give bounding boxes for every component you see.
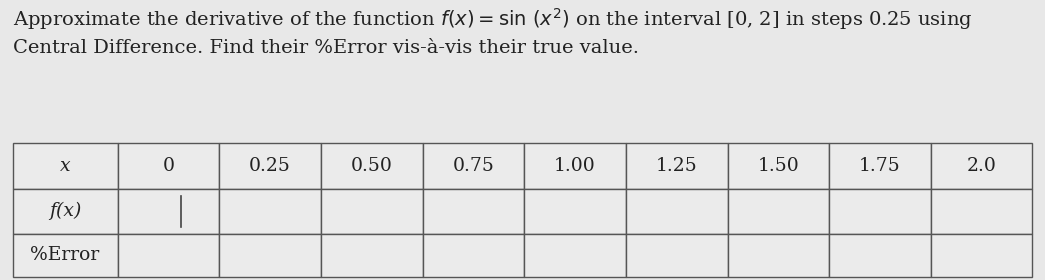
- Bar: [13, 234, 118, 277]
- Bar: [422, 143, 525, 189]
- Bar: [219, 189, 321, 234]
- Bar: [321, 234, 422, 277]
- Bar: [931, 143, 1032, 189]
- Bar: [525, 189, 626, 234]
- Text: 1.50: 1.50: [758, 157, 799, 175]
- Text: 0.50: 0.50: [351, 157, 393, 175]
- Bar: [829, 234, 931, 277]
- Text: 0.75: 0.75: [452, 157, 494, 175]
- Bar: [13, 143, 118, 189]
- Bar: [321, 189, 422, 234]
- Bar: [525, 234, 626, 277]
- Text: x: x: [60, 157, 70, 175]
- Bar: [118, 189, 219, 234]
- Text: 0.25: 0.25: [249, 157, 291, 175]
- Bar: [422, 189, 525, 234]
- Bar: [626, 234, 727, 277]
- Bar: [422, 234, 525, 277]
- Bar: [626, 189, 727, 234]
- Text: 1.75: 1.75: [859, 157, 901, 175]
- Bar: [118, 234, 219, 277]
- Text: Approximate the derivative of the function $f(x) = \sin\,(x^2)$ on the interval : Approximate the derivative of the functi…: [13, 6, 972, 57]
- Bar: [931, 189, 1032, 234]
- Text: 0: 0: [162, 157, 175, 175]
- Text: 1.00: 1.00: [554, 157, 596, 175]
- Bar: [727, 234, 829, 277]
- Bar: [321, 143, 422, 189]
- Bar: [626, 143, 727, 189]
- Bar: [727, 189, 829, 234]
- Bar: [829, 189, 931, 234]
- Bar: [525, 143, 626, 189]
- Bar: [219, 234, 321, 277]
- Bar: [829, 143, 931, 189]
- Bar: [727, 143, 829, 189]
- Bar: [118, 143, 219, 189]
- Bar: [13, 189, 118, 234]
- Text: %Error: %Error: [30, 246, 99, 264]
- Text: 2.0: 2.0: [967, 157, 997, 175]
- Bar: [931, 234, 1032, 277]
- Bar: [219, 143, 321, 189]
- Text: f(x): f(x): [49, 202, 82, 220]
- Text: 1.25: 1.25: [656, 157, 698, 175]
